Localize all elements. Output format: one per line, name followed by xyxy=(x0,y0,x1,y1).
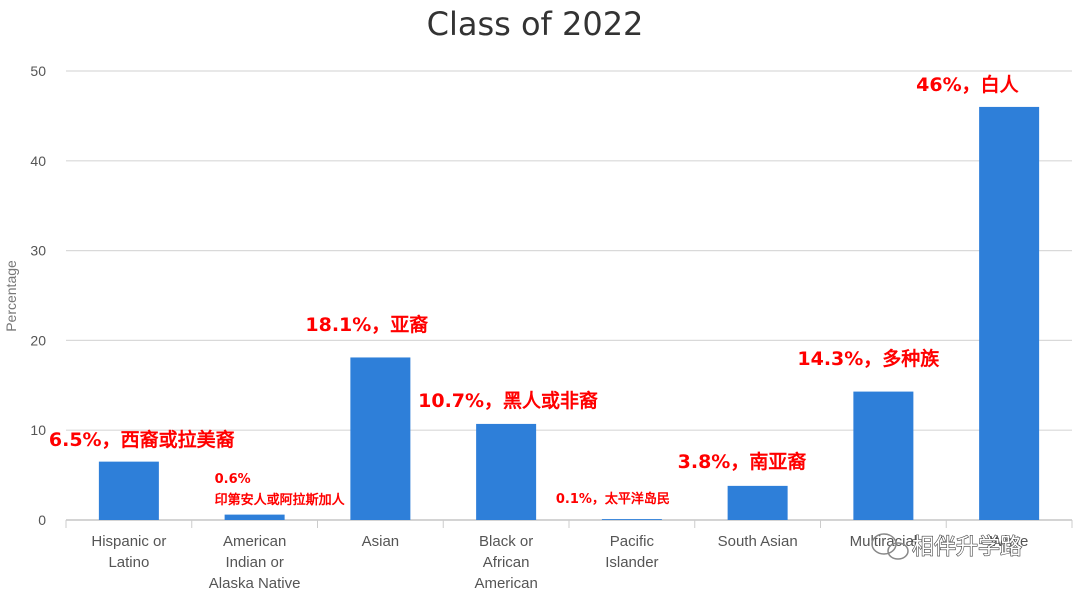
y-tick-label: 0 xyxy=(38,512,46,528)
y-tick-label: 10 xyxy=(30,422,46,438)
watermark-text: 相伴升学路 xyxy=(912,535,1022,560)
x-category-label: Black or xyxy=(479,533,533,550)
x-category-label: Asian xyxy=(362,533,400,550)
x-category-label: Indian or xyxy=(225,554,283,571)
data-annotation: 6.5%，西裔或拉美裔 xyxy=(49,428,235,451)
bar xyxy=(476,423,537,520)
bar xyxy=(853,391,914,520)
bar xyxy=(727,485,788,520)
y-axis-label: Percentage xyxy=(3,260,19,332)
data-annotation: 10.7%，黑人或非裔 xyxy=(418,389,598,412)
category-labels: Hispanic or Latino American Indian or Alaska… xyxy=(91,533,1028,592)
data-annotation: 印第安人或阿拉斯加人 xyxy=(215,492,346,508)
x-category-label: South Asian xyxy=(718,533,798,550)
data-annotation: 46%，白人 xyxy=(916,73,1019,96)
data-annotation: 18.1%，亚裔 xyxy=(305,313,428,336)
x-category-label: American xyxy=(223,533,286,550)
bars xyxy=(98,106,1040,521)
watermark: 相伴升学路 xyxy=(871,533,1023,561)
data-annotation: 0.1%，太平洋岛民 xyxy=(556,491,670,507)
x-category-label: Latino xyxy=(108,554,149,571)
y-tick-label: 50 xyxy=(30,63,46,79)
bar xyxy=(224,514,285,520)
data-annotation: 3.8%，南亚裔 xyxy=(678,450,807,473)
data-annotation: 14.3%，多种族 xyxy=(797,347,940,370)
y-axis-ticks: 0 10 20 30 40 50 xyxy=(30,63,46,528)
chart-title: Class of 2022 xyxy=(427,5,644,43)
wechat-icon xyxy=(871,533,909,560)
bar xyxy=(601,519,662,520)
x-category-label: Pacific xyxy=(610,533,655,550)
x-category-label: Hispanic or xyxy=(91,533,166,550)
x-category-label: Islander xyxy=(605,554,658,571)
x-category-label: Multiracial xyxy=(850,533,918,550)
x-category-label: Alaska Native xyxy=(209,575,301,592)
bar xyxy=(98,461,159,520)
bar xyxy=(350,357,411,520)
x-category-label: White xyxy=(990,533,1028,550)
x-category-label: American xyxy=(474,575,537,592)
grid-lines xyxy=(65,70,1073,528)
y-tick-label: 20 xyxy=(30,332,46,348)
y-tick-label: 40 xyxy=(30,153,46,169)
data-annotations: 6.5%，西裔或拉美裔 0.6% 印第安人或阿拉斯加人 18.1%，亚裔 10.7%，黑… xyxy=(49,73,1020,508)
data-annotation: 0.6% xyxy=(215,472,251,487)
y-tick-label: 30 xyxy=(30,243,46,259)
bar xyxy=(979,106,1040,521)
x-category-label: African xyxy=(483,554,530,571)
